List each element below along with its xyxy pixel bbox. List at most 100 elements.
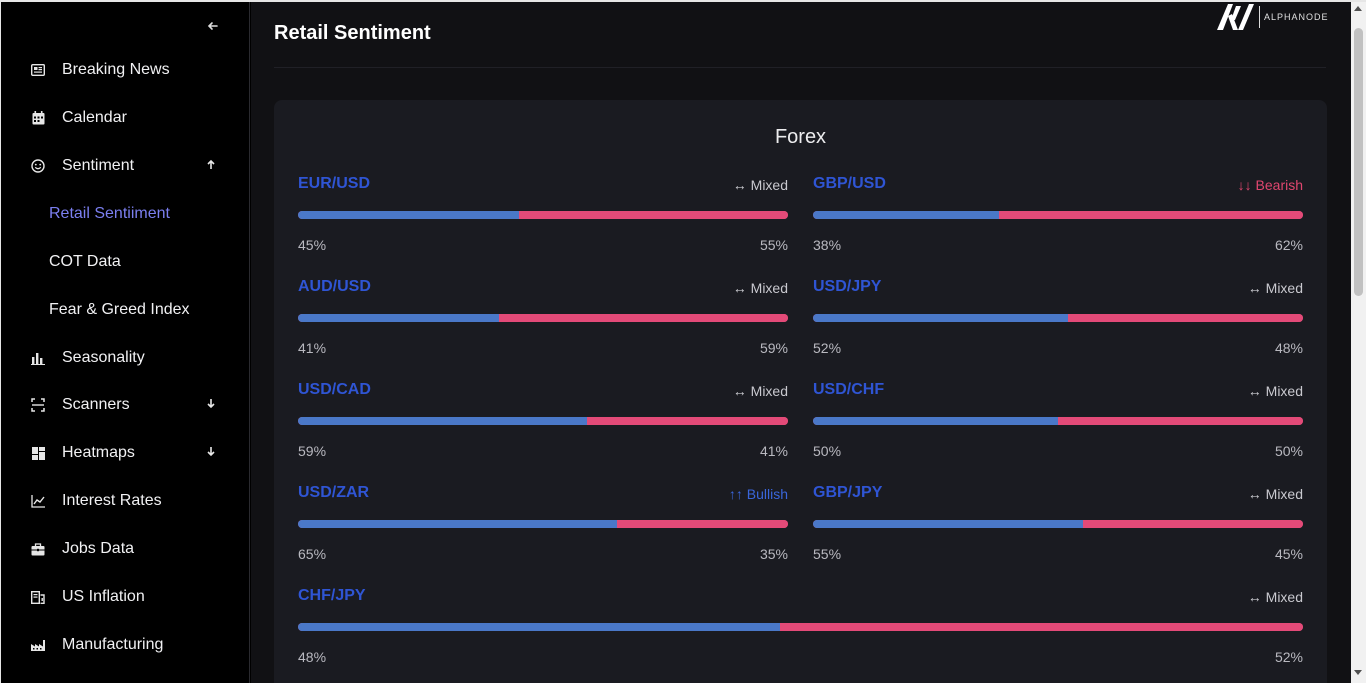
pair-symbol-link[interactable]: USD/CAD xyxy=(298,381,371,398)
long-percent: 50% xyxy=(813,443,842,459)
sidebar-subitem-fear-greed-index[interactable]: Fear & Greed Index xyxy=(1,290,250,330)
short-percent: 62% xyxy=(1274,237,1303,253)
sentiment-bar xyxy=(298,520,788,528)
long-percent: 55% xyxy=(813,546,842,562)
long-percent: 59% xyxy=(298,443,327,459)
vertical-scrollbar[interactable] xyxy=(1351,2,1366,683)
sentiment-badge: ↔ Mixed xyxy=(732,280,788,296)
page-title: Retail Sentiment xyxy=(274,22,431,44)
alphanode-logo-icon xyxy=(1217,4,1254,30)
sidebar-subitem-cot-data[interactable]: COT Data xyxy=(1,242,250,282)
bar-chart-icon xyxy=(29,349,47,367)
forex-pair-row: EUR/USD ↔ Mixed 45% 55% xyxy=(298,175,788,265)
alphanode-logo[interactable]: ALPHANODE xyxy=(1216,2,1329,32)
sentiment-bar xyxy=(813,520,1303,528)
sentiment-badge: ↔ Mixed xyxy=(732,177,788,193)
long-percent: 41% xyxy=(298,340,327,356)
scroll-down-arrow-icon[interactable] xyxy=(1354,670,1362,675)
sidebar-item-heatmaps[interactable]: Heatmaps xyxy=(1,433,250,473)
long-bar-fill xyxy=(298,211,519,219)
short-bar-fill xyxy=(498,314,788,322)
short-percent: 52% xyxy=(1274,649,1303,665)
sidebar-item-label: Heatmaps xyxy=(62,444,135,461)
sentiment-badge: ↔ Mixed xyxy=(1247,589,1303,605)
sentiment-badge: ↔ Mixed xyxy=(1247,486,1303,502)
sidebar-subitem-retail-sentiment[interactable]: Retail Sentiiment xyxy=(1,194,250,234)
sidebar-item-breaking-news[interactable]: Breaking News xyxy=(1,50,250,90)
short-bar-fill xyxy=(1067,314,1303,322)
forex-pair-row: GBP/JPY ↔ Mixed 55% 45% xyxy=(813,484,1303,574)
sentiment-bar xyxy=(298,623,1303,631)
pair-symbol-link[interactable]: USD/CHF xyxy=(813,381,885,398)
arrow-left-icon xyxy=(207,22,218,30)
sentiment-badge: ↔ Mixed xyxy=(1247,280,1303,296)
grid-icon xyxy=(29,444,47,462)
forex-title: Forex xyxy=(774,126,827,148)
sidebar-item-us-inflation[interactable]: US Inflation xyxy=(1,577,250,617)
pair-symbol-link[interactable]: USD/ZAR xyxy=(298,484,370,501)
scanner-icon xyxy=(29,396,47,414)
main-content: Retail Sentiment ALPHANODE Forex EUR/USD… xyxy=(251,2,1351,683)
pair-symbol-link[interactable]: GBP/USD xyxy=(813,175,886,192)
short-bar-fill xyxy=(587,417,788,425)
short-percent: 35% xyxy=(759,546,788,562)
arrow-down-icon xyxy=(203,397,219,413)
pair-symbol-link[interactable]: USD/JPY xyxy=(813,278,882,295)
sentiment-bar xyxy=(298,417,788,425)
pair-symbol-link[interactable]: CHF/JPY xyxy=(298,587,366,604)
sidebar-item-seasonality[interactable]: Seasonality xyxy=(1,338,250,378)
forex-pair-row: USD/CAD ↔ Mixed 59% 41% xyxy=(298,381,788,471)
short-percent: 55% xyxy=(759,237,788,253)
smiley-icon xyxy=(29,157,47,175)
sidebar-subitem-label: COT Data xyxy=(49,253,121,270)
sidebar-item-label: Jobs Data xyxy=(62,540,135,557)
sidebar-item-manufacturing[interactable]: Manufacturing xyxy=(1,625,250,665)
sentiment-badge: ↑↑ Bullish xyxy=(728,486,788,502)
long-bar-fill xyxy=(813,417,1058,425)
sentiment-bar xyxy=(813,211,1303,219)
long-bar-fill xyxy=(298,623,781,631)
forex-pair-row: AUD/USD ↔ Mixed 41% 59% xyxy=(298,278,788,368)
sidebar-item-scanners[interactable]: Scanners xyxy=(1,385,250,425)
forex-pair-row: USD/JPY ↔ Mixed 52% 48% xyxy=(813,278,1303,368)
sidebar-item-interest-rates[interactable]: Interest Rates xyxy=(1,481,250,521)
sidebar-item-label: Interest Rates xyxy=(62,492,162,509)
short-percent: 41% xyxy=(759,443,788,459)
short-bar-fill xyxy=(616,520,788,528)
sentiment-bar xyxy=(298,211,788,219)
pair-symbol-link[interactable]: EUR/USD xyxy=(298,175,371,192)
sidebar-item-sentiment[interactable]: Sentiment xyxy=(1,146,250,186)
logo-divider xyxy=(1259,6,1260,28)
long-bar-fill xyxy=(298,520,617,528)
short-percent: 50% xyxy=(1274,443,1303,459)
short-percent: 48% xyxy=(1274,340,1303,356)
forex-pair-row: USD/CHF ↔ Mixed 50% 50% xyxy=(813,381,1303,471)
sidebar-item-label: US Inflation xyxy=(62,588,145,605)
sidebar-item-jobs-data[interactable]: Jobs Data xyxy=(1,529,250,569)
factory-icon xyxy=(29,636,47,654)
pair-symbol-link[interactable]: GBP/JPY xyxy=(813,484,883,501)
arrow-down-icon xyxy=(203,445,219,461)
long-bar-fill xyxy=(813,211,1000,219)
sentiment-badge: ↔ Mixed xyxy=(1247,383,1303,399)
sidebar: Breaking News Calendar Sentiment Retail … xyxy=(1,2,250,683)
pair-symbol-link[interactable]: AUD/USD xyxy=(298,278,371,295)
scroll-up-arrow-icon[interactable] xyxy=(1354,6,1362,11)
sidebar-item-calendar[interactable]: Calendar xyxy=(1,98,250,138)
collapse-sidebar-button[interactable] xyxy=(204,18,222,36)
scroll-thumb[interactable] xyxy=(1354,28,1363,296)
long-bar-fill xyxy=(813,314,1068,322)
sidebar-item-label: Manufacturing xyxy=(62,636,164,653)
long-percent: 45% xyxy=(298,237,327,253)
sidebar-item-label: Sentiment xyxy=(62,157,135,174)
arrow-up-icon xyxy=(203,158,219,174)
short-percent: 59% xyxy=(759,340,788,356)
sidebar-item-label: Seasonality xyxy=(62,349,145,366)
calendar-icon xyxy=(29,109,47,127)
logo-text: ALPHANODE xyxy=(1264,12,1329,22)
forex-sentiment-card xyxy=(274,100,1327,683)
short-bar-fill xyxy=(999,211,1303,219)
line-chart-icon xyxy=(29,492,47,510)
sentiment-badge: ↔ Mixed xyxy=(732,383,788,399)
short-bar-fill xyxy=(518,211,788,219)
